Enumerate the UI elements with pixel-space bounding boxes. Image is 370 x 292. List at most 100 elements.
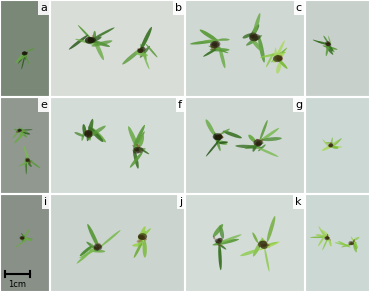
Ellipse shape <box>24 51 27 60</box>
Ellipse shape <box>216 134 223 140</box>
Ellipse shape <box>88 37 96 43</box>
Text: i: i <box>44 197 47 207</box>
Ellipse shape <box>79 246 103 258</box>
Ellipse shape <box>261 244 268 249</box>
Ellipse shape <box>275 55 282 61</box>
Ellipse shape <box>92 35 94 38</box>
Ellipse shape <box>331 144 334 146</box>
Ellipse shape <box>20 237 24 239</box>
Ellipse shape <box>328 36 332 46</box>
Ellipse shape <box>139 228 151 240</box>
Ellipse shape <box>260 120 268 140</box>
Ellipse shape <box>23 52 24 54</box>
Ellipse shape <box>275 48 277 62</box>
Ellipse shape <box>329 143 333 146</box>
Ellipse shape <box>143 53 149 69</box>
Ellipse shape <box>23 145 28 160</box>
Ellipse shape <box>21 130 23 133</box>
Ellipse shape <box>349 242 353 245</box>
Ellipse shape <box>219 39 230 41</box>
Ellipse shape <box>91 127 106 142</box>
Ellipse shape <box>213 224 223 237</box>
Ellipse shape <box>23 52 28 55</box>
Ellipse shape <box>16 131 19 133</box>
Ellipse shape <box>273 55 282 62</box>
Ellipse shape <box>85 37 94 44</box>
Ellipse shape <box>26 159 27 174</box>
Ellipse shape <box>276 62 281 74</box>
Ellipse shape <box>140 27 152 51</box>
Ellipse shape <box>235 145 262 149</box>
Ellipse shape <box>21 55 25 69</box>
Ellipse shape <box>261 138 263 143</box>
Ellipse shape <box>88 126 106 138</box>
Ellipse shape <box>338 241 350 248</box>
Ellipse shape <box>22 129 33 131</box>
Ellipse shape <box>216 140 227 145</box>
Ellipse shape <box>341 242 357 247</box>
Ellipse shape <box>135 147 144 153</box>
Ellipse shape <box>214 135 221 140</box>
Ellipse shape <box>23 132 30 135</box>
Ellipse shape <box>333 138 342 147</box>
Text: 1cm: 1cm <box>9 280 27 289</box>
Ellipse shape <box>316 234 326 237</box>
Ellipse shape <box>266 53 274 67</box>
Ellipse shape <box>85 130 92 136</box>
Ellipse shape <box>142 240 147 258</box>
Ellipse shape <box>18 54 28 61</box>
Ellipse shape <box>210 41 219 48</box>
Ellipse shape <box>216 241 226 250</box>
Ellipse shape <box>212 239 239 246</box>
Ellipse shape <box>94 246 99 251</box>
Bar <box>305 0 370 97</box>
Ellipse shape <box>258 128 279 143</box>
Ellipse shape <box>19 129 24 137</box>
Ellipse shape <box>93 37 104 60</box>
Ellipse shape <box>14 129 20 131</box>
Bar <box>50 0 185 97</box>
Ellipse shape <box>326 42 329 56</box>
Ellipse shape <box>93 36 102 41</box>
Ellipse shape <box>321 230 330 241</box>
Ellipse shape <box>20 238 21 240</box>
Ellipse shape <box>21 237 24 239</box>
Ellipse shape <box>88 38 94 43</box>
Ellipse shape <box>256 141 262 145</box>
Bar <box>185 0 305 97</box>
Ellipse shape <box>253 139 263 146</box>
Ellipse shape <box>138 235 144 239</box>
Bar <box>0 194 50 292</box>
Ellipse shape <box>89 39 92 43</box>
Ellipse shape <box>319 226 324 237</box>
Ellipse shape <box>74 132 84 137</box>
Ellipse shape <box>80 246 92 256</box>
Ellipse shape <box>139 135 144 147</box>
Ellipse shape <box>122 47 143 65</box>
Ellipse shape <box>326 146 342 148</box>
Ellipse shape <box>203 47 219 57</box>
Ellipse shape <box>22 236 25 242</box>
Ellipse shape <box>140 47 146 51</box>
Ellipse shape <box>256 139 260 142</box>
Ellipse shape <box>134 241 143 258</box>
Bar <box>305 0 370 97</box>
Ellipse shape <box>101 230 121 247</box>
Ellipse shape <box>19 129 22 131</box>
Ellipse shape <box>218 243 222 270</box>
Ellipse shape <box>22 52 27 55</box>
Ellipse shape <box>19 237 33 240</box>
Ellipse shape <box>25 160 33 162</box>
Ellipse shape <box>89 130 91 141</box>
Ellipse shape <box>17 129 21 132</box>
Ellipse shape <box>219 133 222 136</box>
Bar <box>185 97 305 194</box>
Ellipse shape <box>85 130 89 133</box>
Ellipse shape <box>318 234 326 246</box>
Ellipse shape <box>29 161 31 164</box>
Ellipse shape <box>349 241 354 245</box>
Ellipse shape <box>278 51 285 60</box>
Ellipse shape <box>22 51 27 55</box>
Bar <box>305 194 370 292</box>
Ellipse shape <box>218 135 223 138</box>
